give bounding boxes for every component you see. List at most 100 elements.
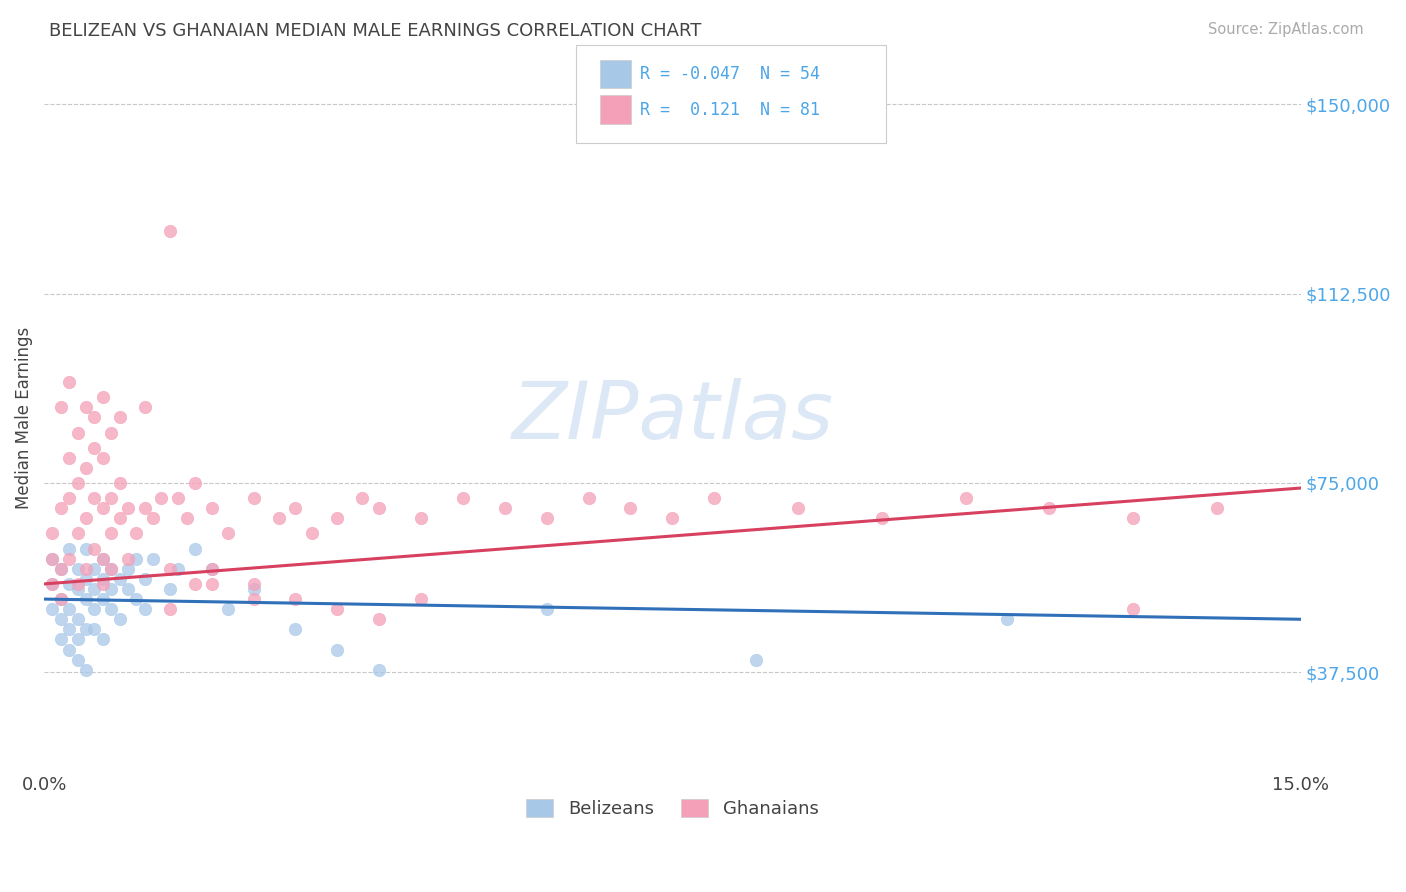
- Point: [91, 390, 114, 404]
- Text: R =  0.121  N = 81: R = 0.121 N = 81: [640, 101, 820, 119]
- Point: [91, 450, 114, 465]
- Point: [159, 582, 181, 596]
- Point: [83, 441, 105, 455]
- Point: [83, 602, 105, 616]
- Point: [326, 602, 349, 616]
- Point: [108, 410, 131, 425]
- Point: [49, 562, 72, 576]
- Point: [352, 491, 374, 505]
- Point: [870, 511, 893, 525]
- Point: [176, 511, 198, 525]
- Point: [117, 551, 139, 566]
- Point: [217, 602, 239, 616]
- Point: [125, 592, 148, 607]
- Point: [267, 511, 290, 525]
- Point: [49, 501, 72, 516]
- Point: [242, 582, 264, 596]
- Point: [41, 577, 63, 591]
- Point: [58, 551, 80, 566]
- Text: Source: ZipAtlas.com: Source: ZipAtlas.com: [1208, 22, 1364, 37]
- Point: [368, 663, 391, 677]
- Point: [117, 501, 139, 516]
- Point: [75, 572, 97, 586]
- Point: [66, 612, 89, 626]
- Point: [536, 602, 558, 616]
- Point: [66, 562, 89, 576]
- Point: [91, 551, 114, 566]
- Point: [75, 460, 97, 475]
- Point: [91, 592, 114, 607]
- Point: [368, 612, 391, 626]
- Point: [91, 572, 114, 586]
- Point: [49, 562, 72, 576]
- Y-axis label: Median Male Earnings: Median Male Earnings: [15, 326, 32, 508]
- Point: [66, 653, 89, 667]
- Point: [619, 501, 641, 516]
- Point: [184, 475, 207, 490]
- Point: [217, 526, 239, 541]
- Point: [997, 612, 1019, 626]
- Point: [284, 501, 307, 516]
- Point: [117, 562, 139, 576]
- Point: [108, 475, 131, 490]
- Point: [75, 663, 97, 677]
- Point: [184, 541, 207, 556]
- Point: [117, 582, 139, 596]
- Point: [100, 491, 122, 505]
- Point: [1122, 602, 1144, 616]
- Point: [58, 577, 80, 591]
- Point: [134, 501, 156, 516]
- Point: [108, 572, 131, 586]
- Point: [49, 632, 72, 647]
- Point: [41, 602, 63, 616]
- Point: [201, 501, 224, 516]
- Point: [142, 511, 165, 525]
- Point: [58, 450, 80, 465]
- Point: [91, 501, 114, 516]
- Point: [58, 541, 80, 556]
- Point: [91, 577, 114, 591]
- Point: [326, 642, 349, 657]
- Point: [284, 592, 307, 607]
- Point: [125, 551, 148, 566]
- Point: [1038, 501, 1060, 516]
- Point: [578, 491, 600, 505]
- Point: [409, 592, 432, 607]
- Point: [91, 551, 114, 566]
- Point: [1205, 501, 1227, 516]
- Point: [368, 501, 391, 516]
- Point: [75, 511, 97, 525]
- Point: [745, 653, 768, 667]
- Point: [451, 491, 474, 505]
- Point: [83, 491, 105, 505]
- Point: [201, 562, 224, 576]
- Point: [66, 475, 89, 490]
- Point: [108, 612, 131, 626]
- Point: [41, 526, 63, 541]
- Point: [66, 577, 89, 591]
- Point: [167, 491, 190, 505]
- Point: [536, 511, 558, 525]
- Point: [108, 511, 131, 525]
- Point: [201, 562, 224, 576]
- Text: ZIPatlas: ZIPatlas: [512, 378, 834, 457]
- Point: [41, 551, 63, 566]
- Point: [409, 511, 432, 525]
- Point: [326, 511, 349, 525]
- Point: [91, 632, 114, 647]
- Point: [49, 592, 72, 607]
- Point: [41, 577, 63, 591]
- Point: [159, 602, 181, 616]
- Point: [242, 592, 264, 607]
- Point: [83, 562, 105, 576]
- Text: R = -0.047  N = 54: R = -0.047 N = 54: [640, 65, 820, 83]
- Legend: Belizeans, Ghanaians: Belizeans, Ghanaians: [519, 791, 825, 825]
- Point: [284, 623, 307, 637]
- Point: [41, 551, 63, 566]
- Point: [66, 425, 89, 440]
- Point: [955, 491, 977, 505]
- Point: [83, 623, 105, 637]
- Point: [134, 401, 156, 415]
- Point: [66, 582, 89, 596]
- Point: [100, 425, 122, 440]
